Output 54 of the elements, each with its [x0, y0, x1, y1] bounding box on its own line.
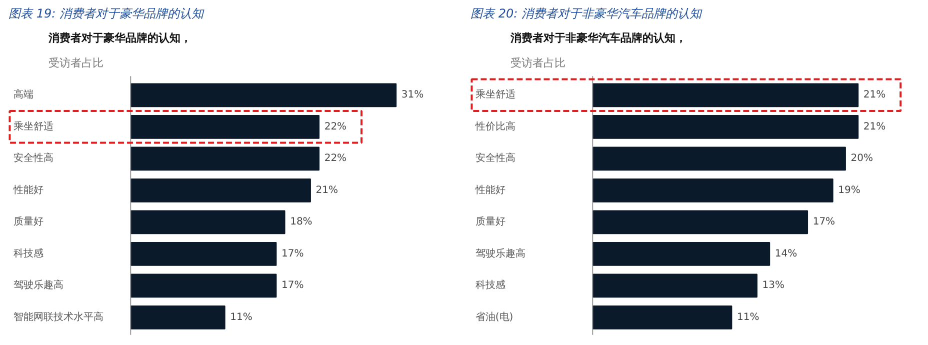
data-label: 22%	[324, 121, 347, 132]
data-label: 14%	[774, 248, 798, 260]
y-tick-label: 科技感	[13, 247, 44, 260]
y-tick-label: 省油(电)	[475, 310, 514, 323]
data-label: 21%	[863, 121, 886, 132]
chart-subtitle: 消费者对于非豪华汽车品牌的认知，	[510, 32, 686, 44]
bar	[130, 274, 277, 298]
chart-title: 图表 20: 消费者对于非豪华汽车品牌的认知	[470, 6, 702, 20]
bar	[592, 178, 834, 202]
y-tick-label: 驾驶乐趣高	[475, 247, 526, 260]
bar	[130, 242, 277, 266]
bar	[130, 210, 286, 234]
bar	[592, 210, 808, 234]
data-label: 20%	[850, 153, 873, 164]
y-tick-label: 性价比高	[474, 120, 516, 132]
chart-title: 图表 19: 消费者对于豪华品牌的认知	[8, 6, 204, 20]
chart-subtitle: 消费者对于豪华品牌的认知，	[48, 32, 192, 44]
y-tick-label: 驾驶乐趣高	[13, 279, 64, 292]
y-tick-label: 乘坐舒适	[13, 120, 54, 132]
bar	[130, 83, 397, 108]
data-label: 13%	[762, 280, 785, 292]
bar	[592, 242, 770, 266]
bar	[130, 306, 226, 330]
text: 受访者占比	[48, 56, 104, 70]
data-label: 17%	[282, 248, 304, 260]
y-tick-label: 质量好	[475, 216, 506, 228]
data-label: 11%	[736, 312, 760, 323]
bar	[592, 83, 859, 108]
data-label: 17%	[282, 280, 304, 292]
y-tick-label: 安全性高	[475, 152, 516, 164]
data-label: 19%	[838, 184, 860, 196]
y-tick-label: 质量好	[13, 216, 44, 228]
y-tick-label: 安全性高	[13, 152, 54, 164]
bar	[592, 274, 758, 298]
data-label: 31%	[401, 90, 424, 101]
y-tick-label: 乘坐舒适	[475, 88, 516, 101]
data-label: 21%	[863, 90, 886, 101]
y-tick-label: 性能好	[12, 184, 44, 196]
data-label: 11%	[230, 312, 252, 323]
bar	[592, 114, 859, 139]
text: 受访者占比	[510, 56, 566, 70]
bar	[130, 178, 311, 202]
bar	[130, 146, 320, 171]
y-tick-label: 性能好	[474, 184, 506, 196]
y-tick-label: 科技感	[475, 279, 506, 292]
data-label: 21%	[316, 184, 338, 196]
data-label: 18%	[290, 216, 312, 228]
y-tick-label: 智能网联技术水平高	[13, 310, 104, 323]
bar	[592, 306, 732, 330]
bar	[130, 114, 320, 139]
data-label: 17%	[812, 216, 836, 228]
data-label: 22%	[324, 153, 347, 164]
y-tick-label: 高端	[13, 88, 34, 101]
bar	[592, 146, 846, 171]
